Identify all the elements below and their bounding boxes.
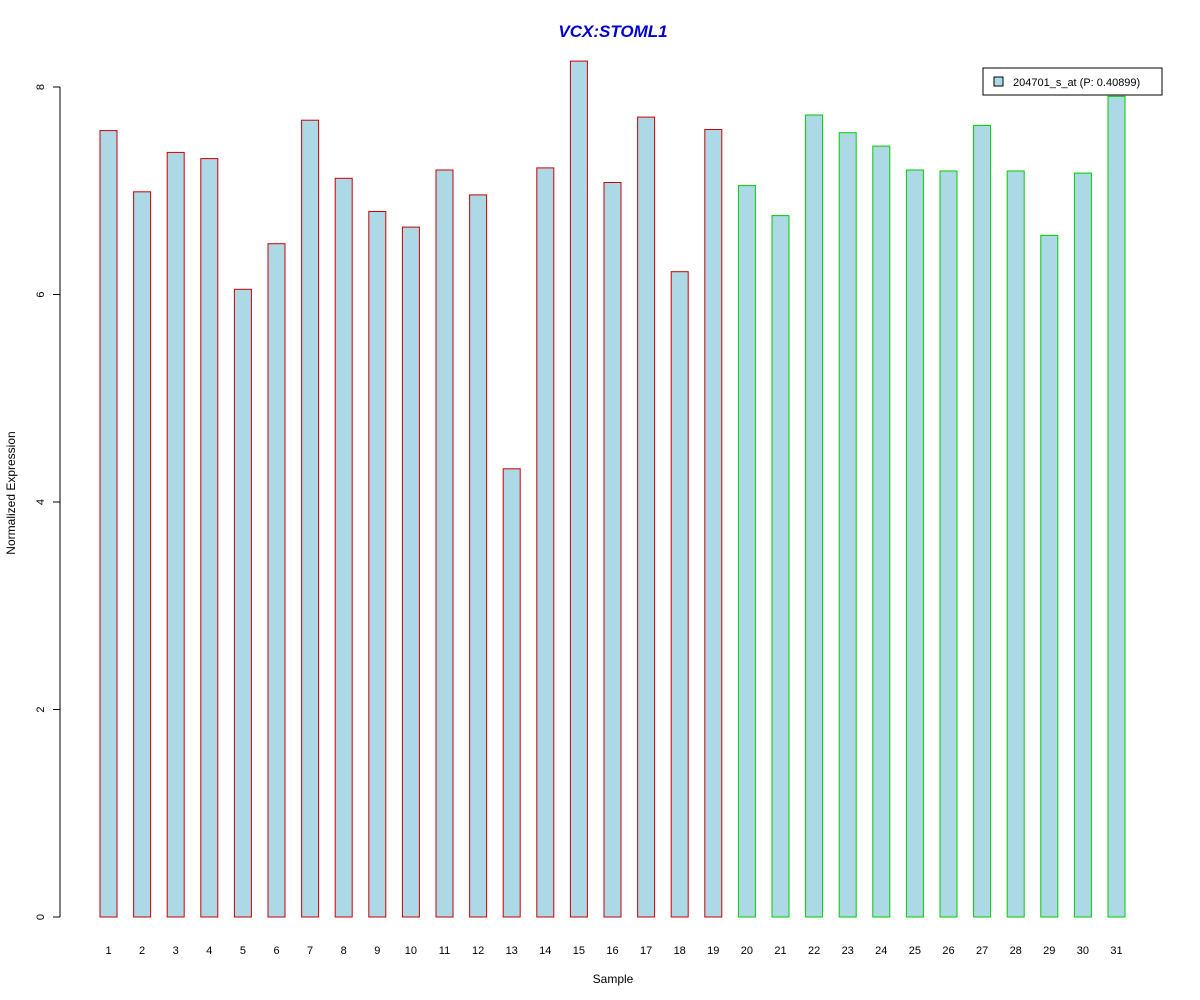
legend-box: [982, 67, 1163, 96]
y-tick-label: 6: [35, 291, 47, 297]
chart-title: VCX:STOML1: [558, 22, 667, 41]
x-tick-label: 22: [808, 945, 820, 957]
x-tick-label: 18: [674, 945, 686, 957]
x-tick-label: 19: [707, 945, 719, 957]
bar-sample-27: [973, 124, 992, 918]
y-tick-label: 2: [35, 706, 47, 712]
x-tick-label: 31: [1110, 945, 1122, 957]
legend-swatch: [993, 76, 1004, 87]
x-tick-label: 8: [341, 945, 347, 957]
x-tick-label: 21: [774, 945, 786, 957]
x-tick-label: 29: [1043, 945, 1055, 957]
x-tick-label: 4: [206, 945, 212, 957]
x-tick-label: 3: [173, 945, 179, 957]
bar-sample-22: [805, 114, 824, 918]
x-tick-label: 12: [472, 945, 484, 957]
x-tick-label: 20: [741, 945, 753, 957]
bar-sample-9: [368, 211, 387, 918]
x-tick-label: 23: [842, 945, 854, 957]
x-tick-label: 9: [374, 945, 380, 957]
bar-sample-11: [435, 169, 454, 918]
bar-sample-31: [1107, 95, 1126, 918]
x-tick-labels: 1 2 3 4 5 6 7 8 9 10 11 12 13 14 15 16 17 18 19 20 21 22 23 24 2…: [105, 945, 1122, 957]
x-tick-label: 6: [273, 945, 279, 957]
x-tick-label: 24: [875, 945, 887, 957]
bar-sample-18: [670, 271, 689, 918]
y-tick-label: 8: [35, 84, 47, 90]
bar-sample-19: [704, 129, 723, 918]
x-tick-label: 25: [909, 945, 921, 957]
y-axis: 0 2 4 6 8: [35, 84, 61, 920]
x-tick-label: 1: [105, 945, 111, 957]
bar-sample-16: [603, 182, 622, 918]
bar-sample-6: [267, 243, 286, 918]
x-tick-label: 7: [307, 945, 313, 957]
bar-sample-12: [469, 194, 488, 918]
x-tick-label: 5: [240, 945, 246, 957]
legend: 204701_s_at (P: 0.40899): [982, 67, 1163, 96]
bar-sample-10: [401, 226, 420, 918]
x-tick-label: 27: [976, 945, 988, 957]
x-tick-label: 10: [405, 945, 417, 957]
bar-sample-5: [233, 288, 252, 918]
x-tick-label: 26: [942, 945, 954, 957]
x-tick-label: 16: [606, 945, 618, 957]
bars-group: [99, 60, 1126, 918]
x-tick-label: 13: [506, 945, 518, 957]
y-axis-label: Normalized Expression: [4, 431, 18, 554]
bar-sample-1: [99, 130, 118, 918]
bar-sample-20: [737, 185, 756, 918]
bar-sample-14: [536, 167, 555, 918]
x-tick-label: 14: [539, 945, 551, 957]
x-tick-label: 28: [1010, 945, 1022, 957]
bar-sample-25: [905, 169, 924, 918]
y-tick-label: 4: [35, 499, 47, 505]
bar-sample-4: [200, 158, 219, 918]
x-tick-label: 15: [573, 945, 585, 957]
bar-sample-2: [133, 191, 152, 918]
x-tick-label: 2: [139, 945, 145, 957]
bar-sample-21: [771, 215, 790, 918]
bar-sample-30: [1073, 172, 1092, 918]
x-tick-label: 11: [439, 945, 450, 957]
bar-sample-23: [838, 132, 857, 918]
bar-sample-29: [1040, 234, 1059, 918]
bar-sample-13: [502, 468, 521, 918]
bar-sample-24: [872, 145, 891, 918]
x-axis-label: Sample: [593, 972, 634, 986]
bar-sample-26: [939, 170, 958, 918]
bar-sample-28: [1006, 170, 1025, 918]
y-tick-label: 0: [35, 914, 47, 920]
bar-sample-8: [334, 177, 353, 918]
x-tick-label: 30: [1077, 945, 1089, 957]
bar-sample-15: [569, 60, 588, 918]
legend-label: 204701_s_at (P: 0.40899): [1013, 77, 1140, 89]
bar-sample-17: [637, 116, 656, 918]
bar-sample-7: [301, 119, 320, 918]
bar-sample-3: [166, 151, 185, 918]
x-tick-label: 17: [640, 945, 652, 957]
